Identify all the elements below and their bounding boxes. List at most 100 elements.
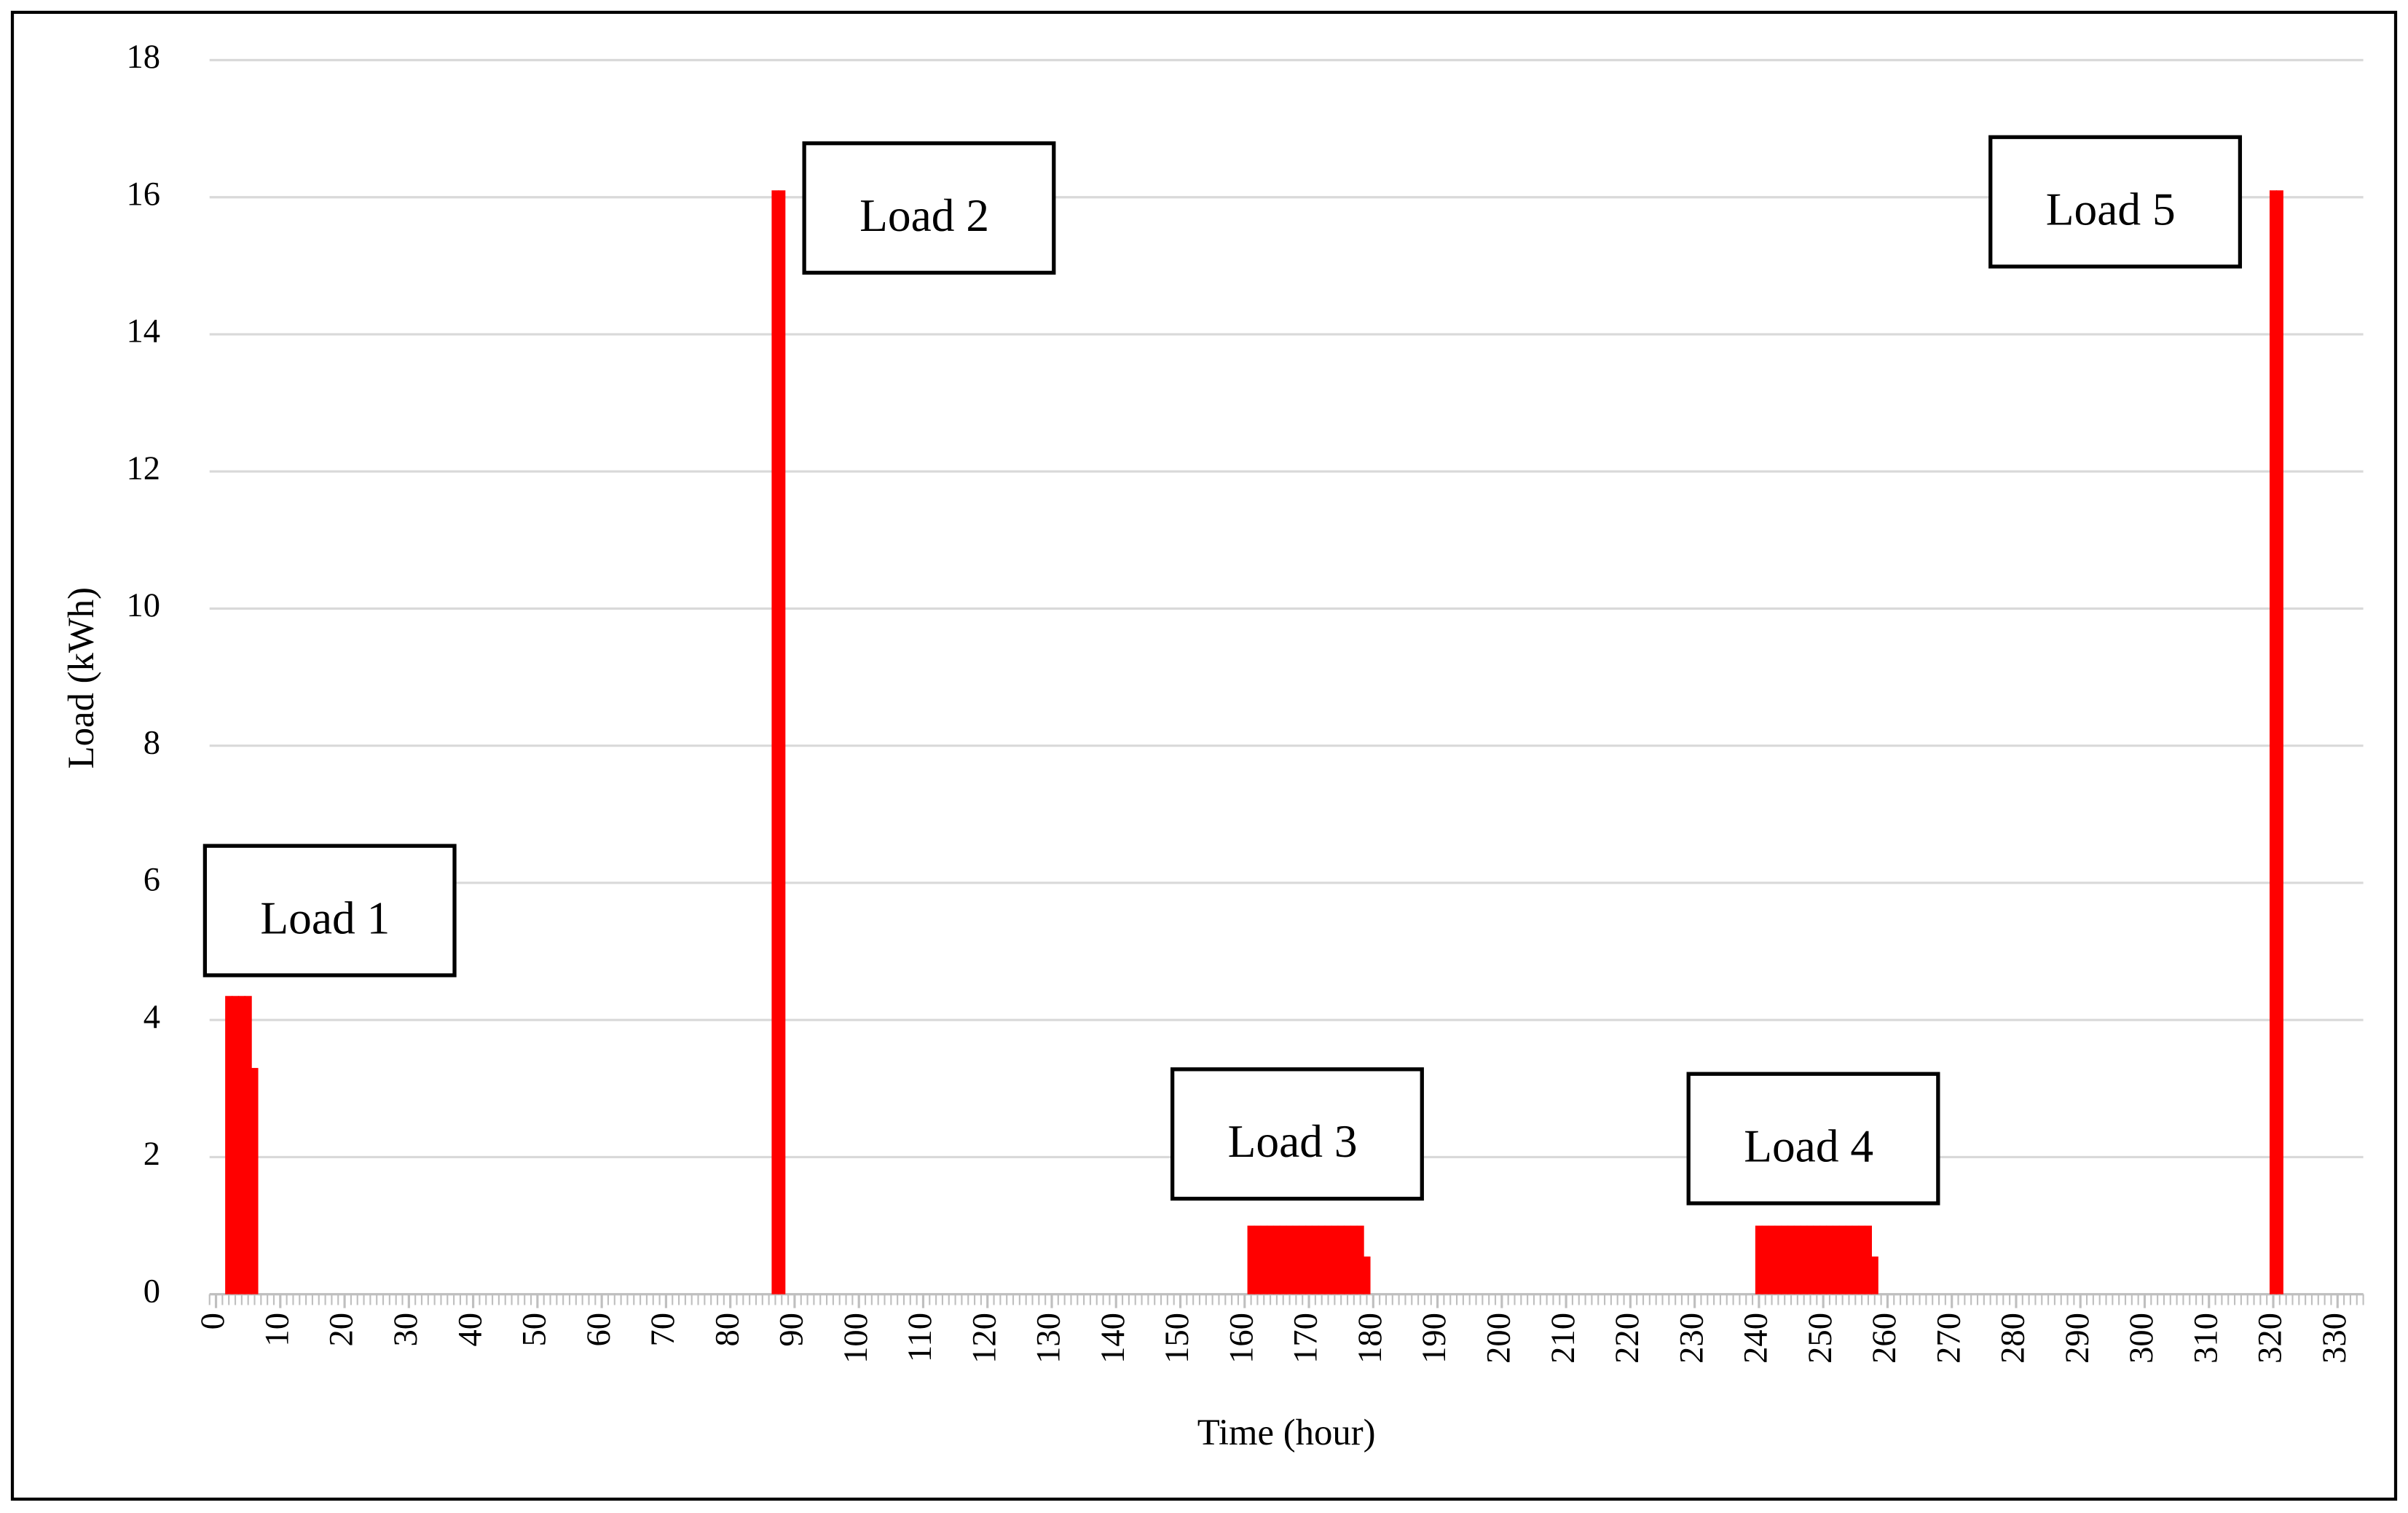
bar [1800, 1225, 1808, 1294]
bar [1311, 1225, 1319, 1294]
bar [1247, 1225, 1255, 1294]
bar [1838, 1225, 1846, 1294]
x-tick-label: 330 [2316, 1313, 2353, 1364]
bar [1793, 1225, 1801, 1294]
annotation: Load 3 [1228, 1115, 1358, 1167]
bar [1305, 1225, 1313, 1294]
bar [1774, 1225, 1782, 1294]
annotation: Load 1 [260, 892, 390, 943]
x-tick-label: 30 [387, 1313, 425, 1347]
x-tick-label: 280 [1995, 1313, 2032, 1364]
x-tick-label: 120 [966, 1313, 1003, 1364]
y-tick-label: 4 [143, 999, 160, 1036]
bar [1813, 1225, 1821, 1294]
y-tick-label: 16 [127, 176, 161, 213]
bar [771, 190, 779, 1294]
x-tick-label: 250 [1802, 1313, 1839, 1364]
x-tick-label: 180 [1352, 1313, 1389, 1364]
bar [1858, 1225, 1866, 1294]
annotation-box [1686, 1072, 1940, 1206]
x-tick-label: 0 [194, 1313, 232, 1329]
annotation: Load 4 [1744, 1120, 1873, 1172]
bar [1324, 1225, 1332, 1294]
bar [778, 190, 786, 1294]
bar [225, 996, 233, 1294]
annotation: Load 5 [2046, 184, 2176, 235]
bar [1781, 1225, 1789, 1294]
x-axis-title: Time (hour) [1197, 1412, 1376, 1453]
bar [1331, 1225, 1339, 1294]
x-tick-label: 200 [1481, 1313, 1518, 1364]
x-tick-label: 60 [581, 1313, 618, 1347]
x-tick-label: 70 [645, 1313, 682, 1347]
bar [1852, 1225, 1860, 1294]
bar [1267, 1225, 1275, 1294]
bar [1299, 1225, 1307, 1294]
x-tick-label: 140 [1095, 1313, 1132, 1364]
y-tick-label: 10 [127, 587, 161, 624]
annotation-box [1170, 1067, 1424, 1201]
bar [1832, 1225, 1840, 1294]
x-tick-label: 220 [1609, 1313, 1646, 1364]
bar [1787, 1225, 1795, 1294]
y-tick-label: 6 [143, 862, 160, 899]
annotation-box [802, 141, 1056, 275]
bar [1819, 1225, 1827, 1294]
x-tick-label: 100 [838, 1313, 875, 1364]
y-tick-label: 0 [143, 1273, 160, 1310]
bar [1864, 1225, 1873, 1294]
bar [1363, 1256, 1371, 1294]
bar [2275, 190, 2283, 1294]
bar [1292, 1225, 1300, 1294]
bar [1286, 1225, 1294, 1294]
y-tick-label: 12 [127, 450, 161, 487]
x-tick-label: 50 [516, 1313, 554, 1347]
bar [1272, 1225, 1280, 1294]
bar [1318, 1225, 1326, 1294]
y-tick-label: 18 [127, 39, 161, 76]
bar [1279, 1225, 1287, 1294]
y-tick-label: 2 [143, 1136, 160, 1173]
x-tick-label: 230 [1673, 1313, 1710, 1364]
x-tick-label: 150 [1159, 1313, 1196, 1364]
x-tick-label: 290 [2059, 1313, 2096, 1364]
bar [1343, 1225, 1352, 1294]
bar [2269, 190, 2278, 1294]
bar [1761, 1225, 1769, 1294]
x-tick-label: 90 [774, 1313, 811, 1347]
x-tick-label: 310 [2187, 1313, 2224, 1364]
bar [1337, 1225, 1345, 1294]
bar [244, 996, 252, 1294]
y-tick-label: 14 [127, 313, 161, 350]
x-tick-label: 240 [1738, 1313, 1775, 1364]
bar [1755, 1225, 1763, 1294]
x-tick-label: 190 [1416, 1313, 1453, 1364]
annotation-box [1988, 135, 2243, 269]
annotation: Load 2 [859, 189, 989, 241]
bar [1254, 1225, 1262, 1294]
bar [1350, 1225, 1358, 1294]
x-tick-label: 320 [2252, 1313, 2289, 1364]
x-tick-label: 260 [1866, 1313, 1903, 1364]
bar [1806, 1225, 1814, 1294]
y-axis-title: Load (kWh) [60, 587, 101, 769]
x-tick-label: 160 [1223, 1313, 1260, 1364]
bar [1260, 1225, 1268, 1294]
bar [251, 1068, 259, 1294]
x-tick-label: 10 [259, 1313, 296, 1347]
x-tick-label: 40 [452, 1313, 489, 1347]
bar [1870, 1256, 1878, 1294]
x-tick-label: 80 [709, 1313, 746, 1347]
bar [1845, 1225, 1853, 1294]
bar [237, 996, 245, 1294]
bar [231, 996, 240, 1294]
x-tick-label: 300 [2123, 1313, 2160, 1364]
annotation-box [202, 844, 457, 978]
x-tick-label: 110 [902, 1313, 939, 1362]
bar [1768, 1225, 1776, 1294]
x-tick-label: 270 [1930, 1313, 1967, 1364]
x-tick-label: 170 [1288, 1313, 1325, 1364]
bar [1825, 1225, 1834, 1294]
x-tick-label: 20 [323, 1313, 361, 1347]
